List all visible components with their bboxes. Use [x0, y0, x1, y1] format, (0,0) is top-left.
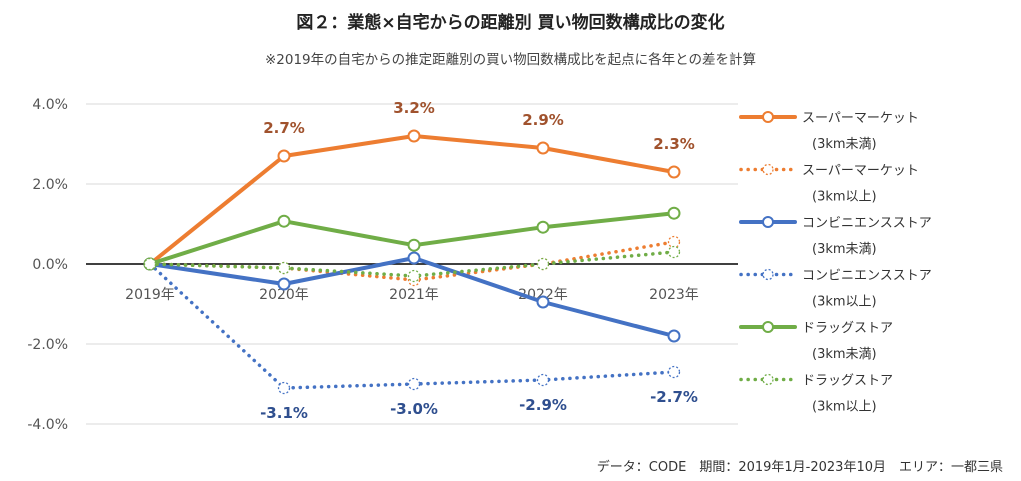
legend-swatch-marker	[762, 268, 774, 281]
y-tick-label: 4.0%	[32, 97, 68, 113]
legend-swatch-marker	[762, 163, 774, 176]
legend-swatch-marker	[762, 216, 774, 228]
data-source-note: データ：CODE 期間：2019年1月-2023年10月 エリア：一都三県	[596, 460, 1003, 475]
data-point	[407, 269, 421, 283]
data-point	[407, 129, 421, 143]
data-point	[667, 329, 681, 343]
data-point	[667, 165, 681, 179]
legend-swatch-marker	[762, 111, 774, 123]
legend-label: ドラッグストア	[802, 374, 893, 389]
legend-label: コンビニエンスストア	[802, 269, 932, 284]
data-labels: 2.7% 3.2% 2.9% 2.3% -3.1% -3.0% -2.9% -2.7%	[260, 99, 698, 422]
data-point	[536, 295, 550, 309]
y-tick-label: -2.0%	[27, 337, 68, 353]
series-line	[148, 240, 676, 282]
x-tick-label: 2020年	[259, 287, 309, 303]
x-tick-label: 2021年	[389, 287, 439, 303]
data-point	[667, 365, 681, 379]
legend-label-sub: (3km未満)	[812, 242, 877, 257]
data-label: -3.1%	[260, 404, 308, 422]
data-point	[407, 238, 421, 252]
data-point	[277, 214, 291, 228]
data-point	[667, 206, 681, 220]
data-point	[277, 277, 291, 291]
y-tick-label: -4.0%	[27, 417, 68, 433]
x-tick-label: 2019年	[125, 287, 175, 303]
legend-label-sub: (3km以上)	[812, 190, 877, 205]
data-label: -3.0%	[390, 400, 438, 418]
data-point	[536, 373, 550, 387]
legend-label: ドラッグストア	[802, 321, 893, 336]
data-label: -2.9%	[519, 396, 567, 414]
y-tick-label: 2.0%	[32, 177, 68, 193]
data-point	[536, 257, 550, 271]
legend-label: スーパーマーケット	[802, 111, 919, 126]
data-point	[407, 377, 421, 391]
series-lines	[143, 129, 681, 395]
gridlines	[86, 103, 738, 425]
x-tick-label: 2023年	[649, 287, 699, 303]
data-label: 3.2%	[393, 99, 435, 117]
legend-swatch-marker	[762, 321, 774, 333]
legend: スーパーマーケット (3km未満) スーパーマーケット (3km以上) コンビニエンスス…	[739, 111, 932, 415]
data-label: 2.7%	[263, 119, 305, 137]
legend-label: スーパーマーケット	[802, 164, 919, 179]
data-point	[536, 141, 550, 155]
y-tick-label: 0.0%	[32, 257, 68, 273]
x-axis-ticks: 2019年 2020年 2021年 2022年 2023年	[125, 287, 699, 303]
data-point	[667, 245, 681, 259]
data-point	[407, 251, 421, 265]
data-point	[143, 257, 157, 271]
legend-swatch-marker	[762, 373, 774, 386]
data-label: -2.7%	[650, 388, 698, 406]
data-point	[277, 261, 291, 275]
y-axis-ticks: 4.0% 2.0% 0.0% -2.0% -4.0%	[27, 97, 68, 433]
legend-label-sub: (3km以上)	[812, 400, 877, 415]
legend-label: コンビニエンスストア	[802, 216, 932, 231]
legend-label-sub: (3km以上)	[812, 295, 877, 310]
chart-subtitle: ※2019年の自宅からの推定距離別の買い物回数構成比を起点に各年との差を計算	[264, 52, 757, 68]
data-point	[277, 381, 291, 395]
chart-title: 図２：業態×自宅からの距離別 買い物回数構成比の変化	[296, 13, 725, 33]
legend-label-sub: (3km未満)	[812, 137, 877, 152]
data-point	[536, 220, 550, 234]
data-label: 2.9%	[522, 111, 564, 129]
data-point	[277, 149, 291, 163]
data-label: 2.3%	[653, 135, 695, 153]
legend-label-sub: (3km未満)	[812, 347, 877, 362]
